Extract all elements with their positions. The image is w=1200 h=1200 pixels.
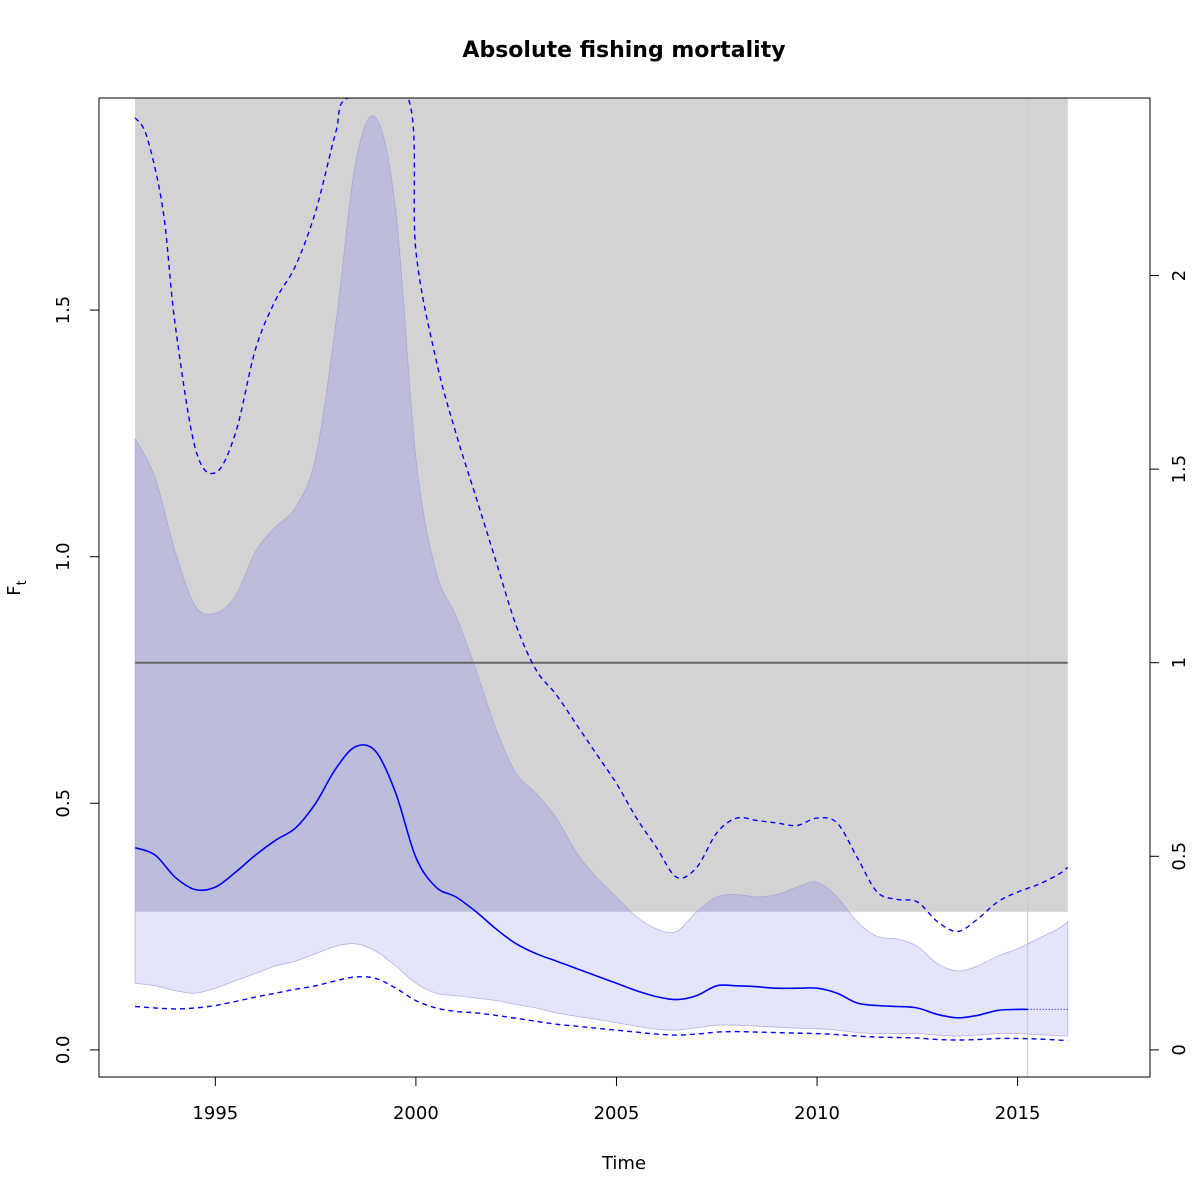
y-axis-left: 0.0 0.5 1.0 1.5 [53, 296, 100, 1065]
y2-tick-label: 1.5 [1169, 455, 1190, 484]
y-tick-label: 0.0 [53, 1036, 74, 1065]
y-axis-label-main: F [4, 585, 25, 595]
y-axis-label: Ft [4, 580, 30, 595]
y2-tick-label: 1 [1169, 657, 1190, 668]
y-tick-label: 0.5 [53, 789, 74, 818]
x-tick-label: 2000 [393, 1103, 439, 1124]
y-axis-label-subscript: t [15, 580, 30, 585]
y2-tick-label: 0 [1169, 1044, 1190, 1055]
upper-dashed-line [134, 98, 1069, 933]
plot-area [134, 98, 1069, 1077]
chart-title: Absolute fishing mortality [462, 38, 785, 63]
y2-tick-label: 0.5 [1169, 842, 1190, 871]
y-axis-right: 0 0.5 1 1.5 2 [1149, 270, 1190, 1056]
ci-band-outline [134, 115, 1069, 1037]
x-tick-label: 2005 [594, 1103, 640, 1124]
x-tick-label: 2010 [794, 1103, 840, 1124]
y-tick-label: 1.5 [53, 296, 74, 325]
y-tick-label: 1.0 [53, 542, 74, 571]
y2-tick-label: 2 [1169, 270, 1190, 281]
x-axis: 1995 2000 2005 2010 2015 [192, 1076, 1041, 1124]
x-tick-label: 1995 [192, 1103, 238, 1124]
x-axis-label: Time [601, 1153, 646, 1174]
x-tick-label: 2015 [995, 1103, 1041, 1124]
estimate-line [134, 744, 1028, 1019]
lower-dashed-line [135, 975, 1068, 1042]
ci-band-overlap [135, 115, 849, 912]
